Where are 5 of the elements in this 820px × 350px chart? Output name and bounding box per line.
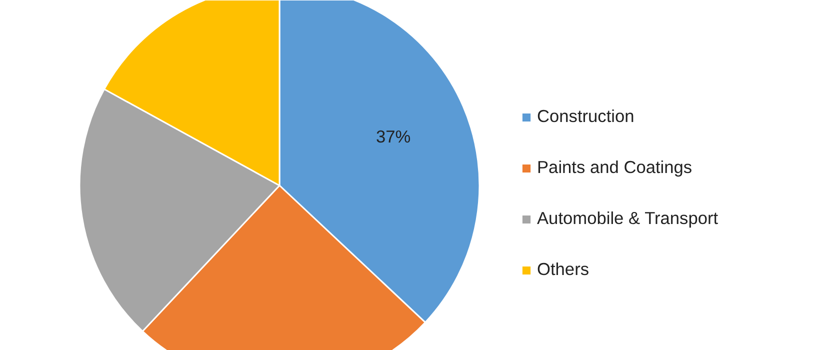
data-label: 37% [376, 126, 411, 146]
legend-label: Others [537, 259, 590, 280]
legend-label: Paints and Coatings [537, 157, 692, 178]
legend-label: Automobile & Transport [537, 208, 718, 229]
legend-label: Construction [537, 106, 634, 127]
